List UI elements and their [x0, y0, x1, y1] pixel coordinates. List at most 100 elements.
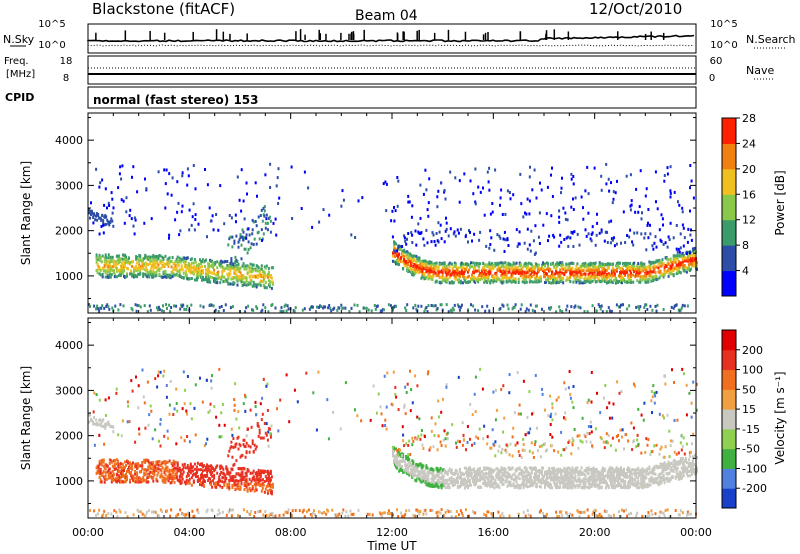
- echo-cell: [410, 261, 413, 265]
- echo-cell: [433, 267, 436, 271]
- echo-cell: [611, 274, 614, 277]
- echo-cell: [655, 265, 658, 269]
- echo-cell: [248, 266, 251, 270]
- echo-cell: [461, 266, 464, 270]
- echo-cell: [483, 467, 486, 471]
- echo-cell: [585, 234, 588, 238]
- echo-cell: [133, 216, 136, 220]
- echo-cell: [447, 469, 450, 473]
- echo-cell: [194, 472, 197, 476]
- echo-cell: [119, 274, 122, 277]
- echo-cell: [241, 235, 244, 239]
- echo-cell: [162, 256, 165, 260]
- echo-cell: [483, 266, 486, 270]
- echo-cell: [109, 255, 112, 259]
- echo-cell: [265, 433, 268, 437]
- echo-cell: [95, 167, 98, 171]
- echo-cell: [458, 270, 461, 274]
- nsky-frame: [87, 23, 697, 54]
- echo-cell: [237, 447, 240, 451]
- echo-cell: [107, 201, 110, 205]
- echo-cell: [524, 310, 527, 314]
- colorbar-tick-label: 4: [742, 265, 749, 278]
- echo-cell: [559, 270, 562, 274]
- echo-cell: [333, 306, 336, 310]
- echo-cell: [395, 460, 397, 464]
- echo-cell: [652, 247, 655, 251]
- echo-cell: [115, 275, 118, 279]
- echo-cell: [146, 268, 149, 272]
- echo-cell: [543, 270, 545, 274]
- echo-cell: [445, 216, 447, 220]
- echo-cell: [500, 466, 503, 470]
- echo-cell: [94, 218, 97, 222]
- echo-cell: [196, 475, 199, 479]
- echo-cell: [590, 232, 593, 236]
- echo-cell: [186, 464, 189, 468]
- echo-cell: [105, 424, 108, 428]
- echo-cell: [441, 276, 444, 280]
- echo-cell: [123, 266, 125, 270]
- echo-cell: [211, 474, 214, 478]
- echo-cell: [138, 263, 141, 267]
- echo-cell: [214, 467, 217, 471]
- echo-cell: [450, 262, 453, 266]
- echo-cell: [224, 260, 227, 263]
- echo-cell: [471, 472, 473, 476]
- echo-cell: [134, 218, 137, 222]
- echo-cell: [528, 199, 531, 203]
- echo-cell: [153, 271, 156, 275]
- echo-cell: [491, 202, 494, 205]
- echo-cell: [139, 254, 142, 258]
- echo-cell: [639, 280, 642, 284]
- echo-cell: [165, 303, 167, 307]
- echo-cell: [234, 487, 237, 491]
- echo-cell: [678, 203, 681, 207]
- echo-cell: [223, 275, 226, 279]
- echo-cell: [546, 267, 548, 271]
- echo-cell: [529, 267, 532, 271]
- echo-cell: [499, 236, 502, 240]
- echo-cell: [245, 267, 248, 271]
- freq-tick-top: 18: [60, 56, 73, 67]
- echo-cell: [158, 460, 161, 464]
- echo-cell: [596, 221, 599, 225]
- echo-cell: [434, 271, 437, 275]
- echo-cell: [608, 220, 611, 224]
- echo-cell: [233, 281, 236, 285]
- echo-cell: [265, 485, 268, 488]
- echo-cell: [426, 269, 429, 272]
- echo-cell: [99, 273, 102, 277]
- echo-cell: [154, 465, 157, 469]
- echo-cell: [654, 304, 657, 308]
- echo-cell: [144, 177, 146, 181]
- echo-cell: [469, 179, 472, 183]
- echo-cell: [662, 223, 664, 227]
- echo-cell: [682, 226, 685, 230]
- echo-cell: [414, 229, 417, 233]
- echo-cell: [405, 309, 408, 312]
- echo-cell: [147, 271, 150, 274]
- echo-cell: [225, 465, 228, 469]
- echo-cell: [445, 303, 448, 307]
- echo-cell: [604, 275, 607, 278]
- echo-cell: [483, 213, 486, 217]
- echo-cell: [689, 257, 692, 261]
- echo-cell: [613, 272, 616, 276]
- echo-cell: [469, 280, 471, 284]
- echo-cell: [478, 269, 481, 273]
- echo-cell: [211, 485, 214, 489]
- echo-cell: [370, 309, 373, 313]
- echo-cell: [106, 206, 108, 210]
- echo-cell: [250, 488, 253, 492]
- echo-cell: [120, 261, 123, 265]
- echo-cell: [561, 310, 564, 313]
- echo-cell: [163, 275, 166, 279]
- echo-cell: [137, 257, 140, 261]
- echo-cell: [635, 268, 638, 272]
- echo-cell: [683, 304, 686, 308]
- echo-cell: [397, 246, 400, 250]
- echo-cell: [428, 274, 431, 278]
- echo-cell: [450, 468, 453, 472]
- echo-cell: [134, 303, 137, 307]
